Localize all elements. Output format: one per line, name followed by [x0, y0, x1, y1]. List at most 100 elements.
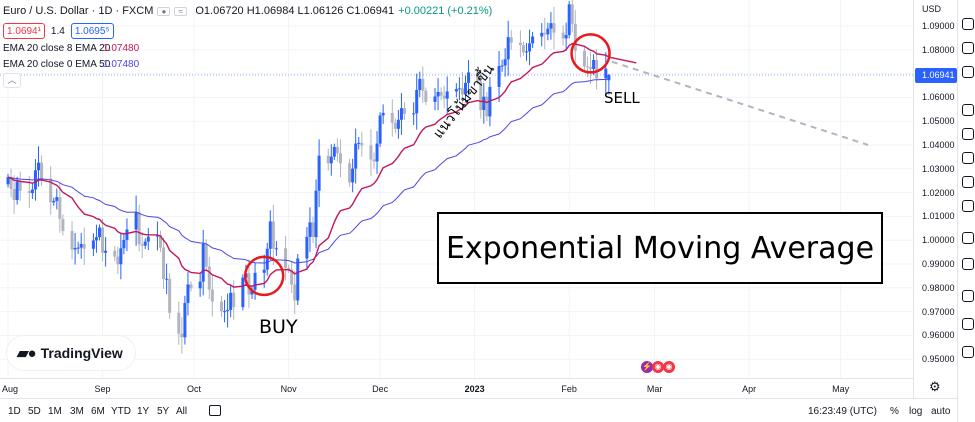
chat-icon[interactable]: [962, 176, 974, 188]
timeframe-5d[interactable]: 5D: [28, 406, 41, 417]
candle-body: [116, 256, 120, 265]
timeframe-1y[interactable]: 1Y: [137, 406, 150, 417]
candle-body: [369, 145, 373, 160]
candle-body: [186, 284, 190, 304]
timeframe-3m[interactable]: 3M: [70, 406, 84, 417]
candle-body: [509, 37, 513, 43]
timeframe-ytd[interactable]: YTD: [111, 406, 131, 417]
candle-body: [460, 88, 464, 95]
candle-body: [445, 91, 449, 99]
indicator-value: 1.07480: [103, 43, 140, 54]
more-icon[interactable]: [962, 346, 974, 358]
time-tick-label: Apr: [742, 384, 757, 394]
help-icon[interactable]: [962, 318, 974, 330]
auto-toggle[interactable]: auto: [931, 406, 951, 417]
price-tick-label: 0.97000: [922, 306, 955, 317]
candle-body: [521, 45, 525, 53]
collapse-legend-button[interactable]: ︿: [3, 73, 21, 88]
candle-body: [52, 200, 56, 203]
candle-body: [442, 95, 446, 99]
event-flash-icon[interactable]: ⚡: [641, 361, 653, 373]
candle-body: [229, 292, 233, 310]
candle-body: [247, 273, 251, 295]
ideas-icon[interactable]: [962, 152, 974, 164]
candle-body: [262, 269, 266, 273]
candle-body: [338, 153, 342, 164]
candle-body: [210, 289, 214, 302]
notifications-icon[interactable]: [962, 258, 974, 270]
candle-body: [595, 60, 599, 79]
candle-body: [232, 292, 236, 308]
candle-body: [500, 65, 504, 67]
date-range-icon[interactable]: [209, 405, 221, 416]
candle-body: [582, 50, 586, 67]
broadcast-icon[interactable]: [962, 290, 974, 302]
tradingview-logo[interactable]: ▰● TradingView: [7, 336, 135, 370]
candle-body: [76, 247, 80, 249]
indicator-ema50[interactable]: EMA 20 close 0 EMA 50 1.07480: [3, 59, 139, 70]
hotlist-icon[interactable]: [962, 104, 974, 116]
candle-body: [393, 122, 397, 129]
timeframe-all[interactable]: All: [176, 406, 188, 417]
calendar-icon[interactable]: [962, 128, 974, 140]
price-chart[interactable]: [0, 0, 913, 378]
event-flag-icon[interactable]: ◉: [663, 361, 675, 373]
candle-body: [94, 237, 98, 241]
event-flag-icon[interactable]: ◉: [652, 361, 664, 373]
streams-icon[interactable]: [962, 200, 974, 212]
price-axis[interactable]: USD 1.06941 0.95000 0.96000 0.97000 0.98000…: [913, 0, 957, 398]
candle-body: [58, 197, 62, 220]
timeframe-6m[interactable]: 6M: [91, 406, 105, 417]
candle-body: [296, 258, 300, 301]
candle-body: [101, 227, 105, 253]
ema-title-text: Exponential Moving Average: [445, 230, 875, 266]
price-tick-label: 1.08000: [922, 44, 955, 55]
time-axis[interactable]: Aug Sep Oct Nov Dec 2023 Feb Mar Apr May: [0, 378, 913, 398]
candle-body: [27, 190, 31, 194]
candle-body: [354, 143, 358, 169]
candle-body: [552, 23, 556, 33]
candle-body: [421, 78, 425, 91]
timeframe-5y[interactable]: 5Y: [157, 406, 170, 417]
layers-icon[interactable]: [962, 232, 974, 244]
candle-body: [180, 333, 184, 338]
price-tick-label: 0.99000: [922, 259, 955, 269]
time-tick-label: Dec: [372, 384, 389, 394]
candle-body: [40, 162, 44, 179]
gear-icon[interactable]: ⚙: [929, 379, 941, 394]
timeframe-1d[interactable]: 1D: [8, 406, 21, 417]
currency-label[interactable]: USD: [922, 4, 942, 14]
eye-icon[interactable]: ●: [157, 6, 171, 16]
symbol-header: Euro / U.S. Dollar · 1D · FXCM ● ≈ O1.06…: [3, 5, 492, 17]
projection-line[interactable]: [611, 60, 869, 146]
candle-body: [82, 244, 86, 249]
percent-toggle[interactable]: %: [890, 406, 899, 417]
candle-body: [122, 239, 126, 249]
price-tick-label: 1.02000: [922, 187, 955, 198]
sell-price-button[interactable]: 1.0694¹: [3, 23, 45, 39]
buy-price-button[interactable]: 1.0695⁵: [70, 23, 114, 39]
candle-body: [293, 284, 297, 301]
alert-icon[interactable]: [962, 42, 974, 54]
candle-body: [265, 248, 269, 270]
candle-body: [308, 222, 312, 237]
candle-body: [399, 108, 403, 120]
data-window-icon[interactable]: [962, 66, 974, 78]
candle-body: [37, 162, 40, 171]
candle-body: [15, 181, 19, 200]
candle-body: [268, 221, 272, 249]
log-toggle[interactable]: log: [909, 406, 923, 417]
timeframe-1m[interactable]: 1M: [48, 406, 62, 417]
watchlist-icon[interactable]: [962, 18, 974, 30]
candle-body: [305, 236, 309, 259]
candle-body: [564, 35, 568, 39]
indicator-ema20[interactable]: EMA 20 close 8 EMA 20 1.07480: [3, 43, 139, 54]
candle-body: [207, 266, 211, 290]
quote-box: 1.0694¹ 1.4 1.0695⁵: [3, 23, 114, 39]
wave-icon[interactable]: ≈: [174, 6, 188, 16]
clock-time[interactable]: 16:23:49 (UTC): [808, 406, 877, 417]
symbol-title[interactable]: Euro / U.S. Dollar · 1D · FXCM: [3, 5, 154, 17]
candle-body: [271, 221, 275, 249]
ema20-line: [7, 42, 637, 288]
time-tick-label: Mar: [646, 384, 663, 394]
